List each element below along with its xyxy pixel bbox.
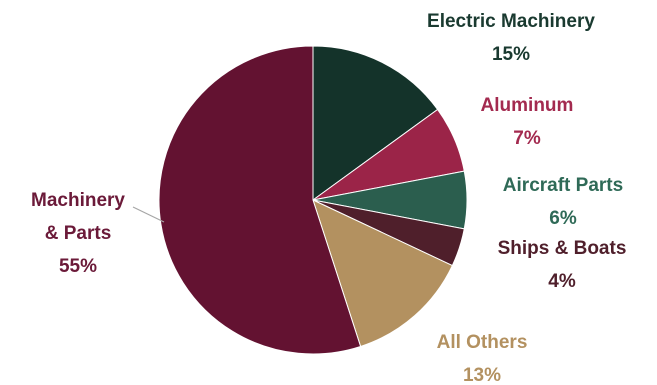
slice-value-label: 6% (549, 208, 577, 229)
leader-lines (132, 206, 165, 223)
slice-value-label: 7% (513, 128, 541, 149)
slice-label-aircraft-parts: Aircraft Parts 6% (503, 175, 623, 229)
slice-value-label: 55% (59, 256, 97, 277)
slice-label-machinery-and-parts: Machinery & Parts 55% (31, 190, 125, 277)
slice-label-all-others: All Others 13% (437, 332, 528, 385)
slice-label-aluminum: Aluminum 7% (481, 95, 574, 149)
slice-name-label: Electric Machinery (427, 11, 595, 32)
slice-label-ships-and-boats: Ships & Boats 4% (498, 238, 627, 292)
slice-value-label: 4% (548, 271, 576, 292)
pie-slice-electric-machinery (312, 45, 439, 201)
pie-slice-all-others (312, 199, 454, 348)
slice-labels: Electric Machinery 15% Aluminum 7% Aircraft … (31, 11, 626, 385)
slice-name-label: All Others (437, 332, 528, 353)
slice-label-electric-machinery: Electric Machinery 15% (427, 11, 595, 65)
slice-name-label: & Parts (45, 223, 112, 244)
slice-name-label: Aluminum (481, 95, 574, 116)
slice-value-label: 13% (463, 365, 501, 385)
pie-slice-machinery-and-parts (158, 45, 362, 355)
pie-slices (158, 45, 468, 355)
slice-name-label: Machinery (31, 190, 125, 211)
slice-name-label: Ships & Boats (498, 238, 627, 259)
leader-line-machinery-and-parts (132, 206, 165, 223)
slice-value-label: 15% (492, 44, 530, 65)
slice-name-label: Aircraft Parts (503, 175, 623, 196)
